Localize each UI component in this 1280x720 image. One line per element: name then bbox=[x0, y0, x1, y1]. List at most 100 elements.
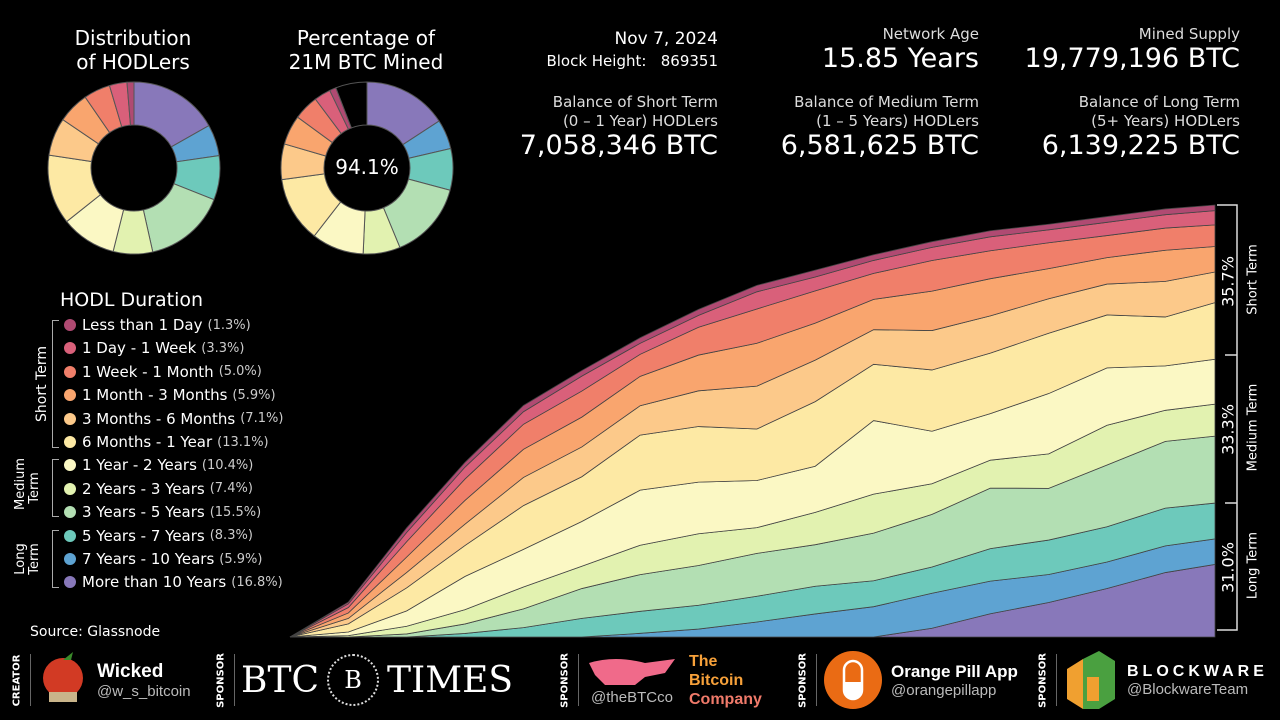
creator-tag: CREATOR bbox=[11, 654, 23, 706]
line: Bitcoin bbox=[689, 671, 744, 689]
distribution-donut bbox=[47, 81, 221, 255]
divider bbox=[30, 654, 31, 706]
label: (0 – 1 Year) HODLers bbox=[562, 112, 718, 130]
legend-label: 5 Years - 7 Years bbox=[82, 526, 205, 545]
legend-item: 1 Week - 1 Month (5.0%) bbox=[64, 363, 262, 381]
legend-pct: (5.9%) bbox=[232, 387, 276, 403]
short-pct: 35.7% bbox=[1218, 256, 1238, 307]
title-line: Percentage of bbox=[296, 26, 436, 50]
short-bracket bbox=[52, 320, 59, 448]
logo-text: TIMES bbox=[387, 659, 514, 701]
title-line: 21M BTC Mined bbox=[288, 50, 444, 74]
legend-pct: (16.8%) bbox=[231, 574, 283, 590]
legend-label: 3 Years - 5 Years bbox=[82, 503, 205, 522]
creator-handle[interactable]: @w_s_bitcoin bbox=[97, 682, 191, 700]
legend-item: 3 Months - 6 Months (7.1%) bbox=[64, 410, 283, 428]
title-line: of HODLers bbox=[76, 50, 190, 74]
blockware-block: SPONSOR BLOCKWARE @BlockwareTeam bbox=[1036, 645, 1268, 715]
mined-supply: Mined Supply 19,779,196 BTC bbox=[1025, 25, 1240, 74]
opa-handle[interactable]: @orangepillapp bbox=[891, 681, 997, 699]
legend-item: More than 10 Years (16.8%) bbox=[64, 573, 283, 591]
tbc-handle[interactable]: @theBTCco bbox=[591, 688, 673, 706]
orange-pill-block: SPONSOR Orange Pill App @orangepillapp bbox=[796, 645, 1018, 715]
line: The bbox=[689, 652, 718, 670]
title-line: Distribution bbox=[74, 26, 192, 50]
long-pct: 31.0% bbox=[1218, 542, 1238, 593]
pill-icon bbox=[824, 651, 882, 709]
blockware-logo-icon bbox=[1067, 651, 1115, 709]
label: Balance of Medium Term bbox=[794, 93, 979, 111]
sponsor-tag: SPONSOR bbox=[1037, 652, 1049, 708]
label: (1 – 5 Years) HODLers bbox=[816, 112, 979, 130]
legend-item: 6 Months - 1 Year (13.1%) bbox=[64, 433, 269, 451]
value: 6,139,225 BTC bbox=[1041, 130, 1240, 161]
legend-dot-icon bbox=[64, 459, 76, 472]
medium-term-balance: Balance of Medium Term (1 – 5 Years) HOD… bbox=[781, 93, 979, 161]
date-block: Nov 7, 2024 Block Height: 869351 bbox=[546, 28, 718, 72]
line: Company bbox=[689, 690, 762, 708]
divider bbox=[234, 654, 235, 706]
label: (5+ Years) HODLers bbox=[1091, 112, 1240, 130]
legend-pct: (7.1%) bbox=[240, 411, 284, 427]
opa-name: Orange Pill App bbox=[891, 661, 1018, 681]
legend-pct: (13.1%) bbox=[217, 434, 269, 450]
divider bbox=[578, 654, 579, 706]
label: Balance of Long Term bbox=[1078, 93, 1240, 111]
legend-label: Less than 1 Day bbox=[82, 316, 203, 334]
legend-dot-icon bbox=[64, 553, 76, 565]
medium-pct: 33.3% bbox=[1218, 404, 1238, 455]
legend-label: 1 Day - 1 Week bbox=[82, 339, 197, 358]
legend-label: 1 Month - 3 Months bbox=[82, 386, 228, 405]
btctimes-logo[interactable]: BTC B TIMES bbox=[241, 654, 513, 706]
divider bbox=[816, 654, 817, 706]
long-bracket bbox=[52, 530, 59, 588]
legend-item: 3 Years - 5 Years (15.5%) bbox=[64, 503, 261, 521]
legend-item: 1 Year - 2 Years (10.4%) bbox=[64, 456, 253, 474]
legend-label: 2 Years - 3 Years bbox=[82, 479, 205, 498]
legend-dot-icon bbox=[64, 436, 76, 448]
value: 15.85 Years bbox=[821, 43, 979, 74]
medium-axis-label: Medium Term bbox=[1245, 383, 1261, 472]
legend-label: 3 Months - 6 Months bbox=[82, 409, 236, 428]
creator-name: Wicked bbox=[97, 660, 164, 682]
legend-pct: (7.4%) bbox=[209, 481, 253, 497]
mined-percent: 94.1% bbox=[335, 155, 399, 179]
medium-bracket bbox=[52, 459, 59, 517]
legend-dot-icon bbox=[64, 506, 76, 519]
creator-block: CREATOR Wicked @w_s_bitcoin bbox=[10, 645, 191, 715]
mined-donut bbox=[280, 81, 454, 255]
btctimes-block: SPONSOR BTC B TIMES bbox=[214, 645, 514, 715]
block-height: 869351 bbox=[660, 52, 718, 70]
sponsor-tag: SPONSOR bbox=[215, 652, 227, 708]
source: Source: Glassnode bbox=[30, 624, 161, 640]
divider bbox=[1056, 654, 1057, 706]
legend-dot-icon bbox=[64, 576, 76, 589]
distribution-title: Distribution of HODLers bbox=[33, 26, 233, 74]
legend-dot-icon bbox=[64, 529, 76, 542]
legend-dot-icon bbox=[64, 412, 76, 425]
legend-pct: (15.5%) bbox=[209, 504, 262, 520]
short-term-balance: Balance of Short Term (0 – 1 Year) HODLe… bbox=[520, 93, 718, 161]
blockware-name: BLOCKWARE bbox=[1127, 662, 1268, 680]
legend-pct: (1.3%) bbox=[207, 317, 251, 333]
legend-dot-icon bbox=[64, 365, 76, 378]
short-axis-label: Short Term bbox=[1245, 244, 1261, 315]
legend-label: More than 10 Years bbox=[82, 573, 227, 592]
legend-dot-icon bbox=[64, 342, 76, 355]
mined-title: Percentage of 21M BTC Mined bbox=[266, 26, 466, 74]
area-band-less-than-1-day bbox=[289, 204, 1216, 638]
stacked-area-chart bbox=[289, 204, 1216, 638]
btctimes-emblem-icon: B bbox=[327, 654, 380, 706]
legend-pct: (3.3%) bbox=[201, 340, 245, 356]
legend-item: 2 Years - 3 Years (7.4%) bbox=[64, 480, 253, 498]
date: Nov 7, 2024 bbox=[614, 29, 718, 49]
legend-item: 5 Years - 7 Years (8.3%) bbox=[64, 527, 253, 545]
legend-item: 7 Years - 10 Years (5.9%) bbox=[64, 550, 262, 568]
legend-title: HODL Duration bbox=[60, 289, 204, 311]
label: Network Age bbox=[882, 25, 979, 43]
legend-pct: (5.9%) bbox=[219, 551, 263, 567]
legend-dot-icon bbox=[64, 389, 76, 402]
legend-pct: (10.4%) bbox=[201, 457, 254, 473]
blockware-handle[interactable]: @BlockwareTeam bbox=[1127, 680, 1249, 698]
label: Balance of Short Term bbox=[552, 93, 718, 111]
